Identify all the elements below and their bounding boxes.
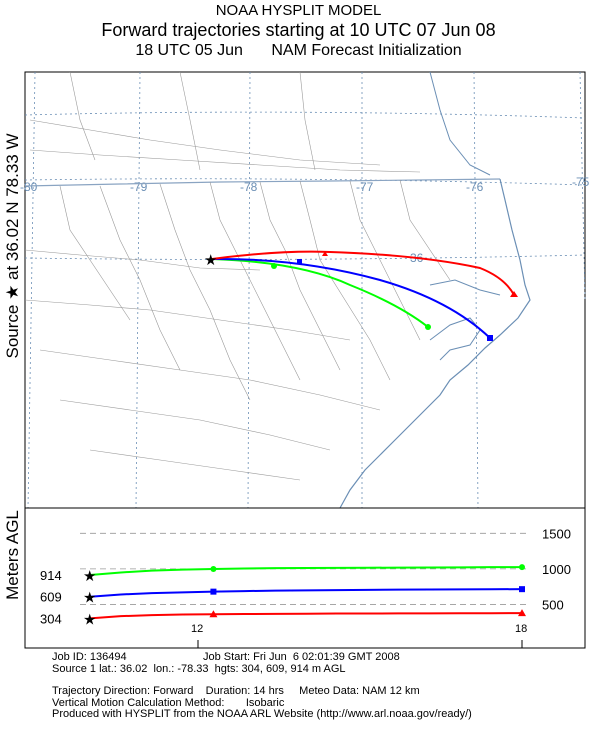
lon-label-79: -79	[130, 180, 148, 194]
red-marker-2	[510, 291, 518, 297]
red-marker-1	[322, 251, 328, 256]
trajectory-markers	[271, 251, 518, 341]
x-tick-label-12: 12	[191, 623, 203, 635]
trajectories	[211, 250, 515, 339]
start-height-label-609: 609	[40, 590, 62, 605]
albemarle-sound	[429, 279, 501, 296]
height-marker-609-0	[210, 588, 217, 595]
height-marker-304-1	[518, 609, 526, 617]
y-tick-label-1500: 1500	[542, 526, 571, 541]
trajectory-304m	[211, 250, 515, 296]
height-series-914	[89, 566, 523, 577]
lon-label-76: -76	[466, 180, 484, 194]
footer-direction: Trajectory Direction: Forward Duration: …	[52, 685, 420, 697]
height-series-609	[89, 588, 523, 598]
height-marker-914-0	[210, 566, 217, 573]
footer-source: Source 1 lat.: 36.02 lon.: -78.33 hgts: …	[52, 662, 346, 675]
footer-job: Job ID: 136494 Job Start: Fri Jun 6 02:0…	[52, 651, 400, 663]
meteo-init: NAM Forecast Initialization	[271, 42, 462, 59]
height-chart: 1500 1000 500 12 18 ★ 914 ★ 609 ★ 304	[40, 526, 571, 648]
map-frame	[24, 71, 586, 509]
height-marker-914-1	[519, 564, 525, 571]
county-lines	[24, 71, 451, 481]
y-tick-label-500: 500	[542, 597, 564, 612]
start-star-icon-609: ★	[83, 589, 96, 607]
height-marker-304-0	[209, 610, 218, 618]
source-star-icon: ★	[204, 251, 217, 269]
x-tick-label-18: 18	[515, 623, 527, 635]
green-marker-2	[425, 324, 431, 330]
lat-lon-grid	[24, 71, 586, 509]
blue-marker-1	[297, 259, 302, 264]
trajectory-title: Forward trajectories starting at 10 UTC …	[101, 20, 496, 40]
chesapeake-bay	[429, 71, 491, 176]
start-star-icon-304: ★	[83, 610, 96, 628]
start-height-label-304: 304	[40, 611, 62, 626]
height-series-304	[89, 612, 523, 620]
model-title: NOAA HYSPLIT MODEL	[215, 2, 382, 19]
title-block: NOAA HYSPLIT MODEL Forward trajectories …	[0, 0, 597, 61]
trajectory-914m	[211, 258, 429, 328]
y-tick-label-1000: 1000	[542, 562, 571, 577]
va-nc-border	[24, 178, 501, 187]
footer-produced: Produced with HYSPLIT from the NOAA ARL …	[52, 708, 472, 720]
footer-vertical: Vertical Motion Calculation Method: Isob…	[52, 696, 285, 709]
footer-info: Job ID: 136494 Job Start: Fri Jun 6 02:0…	[52, 651, 472, 721]
lon-label-78: -78	[240, 180, 258, 194]
start-star-icon-914: ★	[83, 567, 96, 585]
atlantic-coastline	[339, 178, 531, 509]
height-marker-609-1	[519, 586, 525, 593]
lon-label-75: -75	[572, 175, 590, 189]
lon-label-77: -77	[356, 180, 374, 194]
lon-label-80: -80	[20, 180, 38, 194]
grid-lon-75	[579, 71, 586, 301]
grid-lat-38	[24, 111, 586, 119]
grid-lat-37	[24, 178, 586, 186]
grid-lat-36	[24, 254, 586, 260]
start-height-label-914: 914	[40, 568, 62, 583]
init-time: 18 UTC 05 Jun	[135, 42, 243, 59]
trajectory-609m	[211, 257, 491, 339]
green-marker-1	[271, 263, 277, 269]
forecast-subtitle: 18 UTC 05 Jun NAM Forecast Initializatio…	[0, 41, 597, 61]
height-panel-frame	[24, 507, 586, 649]
blue-marker-2	[487, 335, 493, 341]
